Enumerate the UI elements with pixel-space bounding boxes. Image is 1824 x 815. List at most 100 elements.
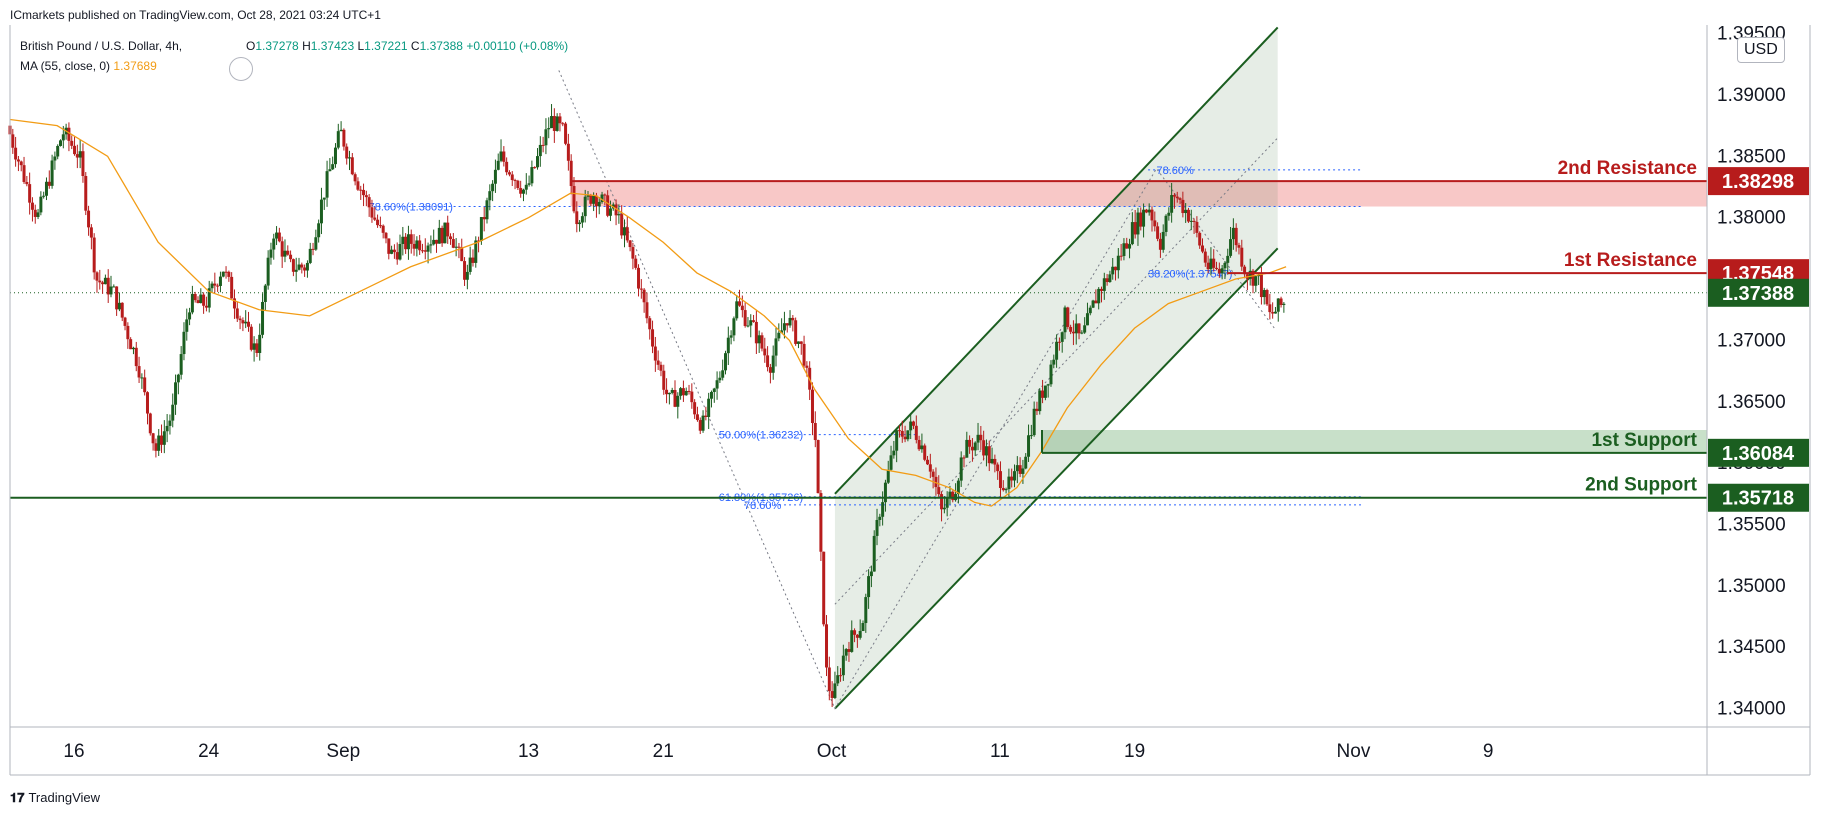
candle-body (98, 280, 102, 283)
candle-body (364, 195, 368, 198)
candle-body (940, 494, 944, 510)
candle-body (252, 343, 256, 350)
candle-body (131, 347, 135, 350)
candle-body (148, 413, 152, 434)
candle-body (555, 116, 559, 131)
candle-body (376, 219, 380, 226)
candle-body (906, 430, 910, 440)
candle-body (895, 430, 899, 451)
candle-body (84, 176, 88, 211)
candle-body (1147, 209, 1151, 213)
resistance-zone (570, 181, 1707, 207)
regression-channel (834, 26, 1279, 710)
candle-body (594, 195, 598, 207)
candle-body (154, 443, 158, 451)
candle-body (120, 302, 124, 318)
candle-body (30, 202, 34, 210)
candle-body (558, 116, 562, 124)
fib-level-label: 50.00%(1.36232) (719, 430, 803, 442)
candle-body (151, 433, 155, 444)
candle-body (70, 140, 74, 146)
candle-body (1116, 255, 1120, 271)
candle-body (44, 181, 48, 196)
candlestick-series (8, 104, 1286, 708)
candle-body (1088, 307, 1092, 314)
candle-body (1097, 288, 1101, 304)
candle-body (853, 630, 857, 635)
candle-body (544, 129, 548, 146)
candle-body (987, 446, 991, 464)
candle-body (157, 435, 161, 451)
candle-body (645, 302, 649, 319)
candle-body (864, 597, 868, 624)
candle-body (746, 325, 750, 327)
candle-body (348, 157, 352, 159)
candle-body (1158, 238, 1162, 250)
candle-body (420, 250, 424, 252)
candle-body (1060, 332, 1064, 342)
y-tick-label: 1.35500 (1717, 515, 1786, 536)
candle-body (1186, 209, 1190, 222)
x-tick-label: 16 (63, 741, 84, 762)
candle-body (1237, 245, 1241, 248)
candle-body (165, 425, 169, 432)
candle-body (319, 199, 323, 224)
candle-body (1102, 278, 1106, 291)
candle-body (182, 331, 186, 355)
currency-button[interactable]: USD (1737, 37, 1785, 63)
candle-body (1243, 266, 1247, 275)
candle-body (395, 252, 399, 260)
candle-body (221, 271, 225, 277)
candle-body (740, 305, 744, 311)
candle-body (830, 691, 834, 698)
candle-body (738, 301, 742, 306)
candle-body (926, 459, 930, 465)
candle-body (920, 445, 924, 450)
candle-body (325, 171, 329, 198)
candle-body (28, 184, 32, 203)
candle-body (911, 421, 915, 426)
candle-body (690, 391, 694, 403)
candle-body (1198, 232, 1202, 246)
candle-body (1150, 209, 1154, 221)
candle-body (1209, 258, 1213, 270)
candle-body (1077, 323, 1081, 334)
candle-body (827, 667, 831, 692)
level-price-label: 1.35718 (1722, 488, 1794, 510)
candle-body (620, 214, 624, 236)
candle-body (1085, 313, 1089, 326)
candle-body (1265, 290, 1269, 305)
candle-body (780, 330, 784, 333)
candle-body (724, 353, 728, 371)
candle-body (1027, 435, 1031, 457)
candle-body (1035, 408, 1039, 412)
candle-body (275, 232, 279, 239)
candle-body (1276, 298, 1280, 312)
candle-body (1055, 341, 1059, 360)
candle-body (965, 439, 969, 458)
candle-body (695, 414, 699, 421)
candle-body (521, 189, 525, 194)
candle-body (446, 222, 450, 237)
candle-body (317, 223, 321, 238)
candle-body (1015, 465, 1019, 472)
tradingview-logo[interactable]: 𝟏𝟕 TradingView (10, 790, 100, 806)
candle-body (1111, 266, 1115, 275)
y-tick-label: 1.36500 (1717, 392, 1786, 413)
candle-body (1125, 243, 1129, 249)
candle-body (384, 232, 388, 239)
candle-body (493, 169, 497, 184)
candle-body (819, 493, 823, 552)
settings-circle-icon[interactable] (229, 57, 253, 81)
candle-body (134, 347, 138, 367)
candle-body (676, 395, 680, 407)
candle-body (794, 320, 798, 344)
candle-body (513, 180, 517, 182)
y-tick-label: 1.39000 (1717, 85, 1786, 106)
candle-body (1175, 196, 1179, 199)
x-tick-label: 24 (198, 741, 220, 762)
candle-body (530, 167, 534, 184)
candle-body (356, 181, 360, 190)
candle-body (552, 116, 556, 131)
